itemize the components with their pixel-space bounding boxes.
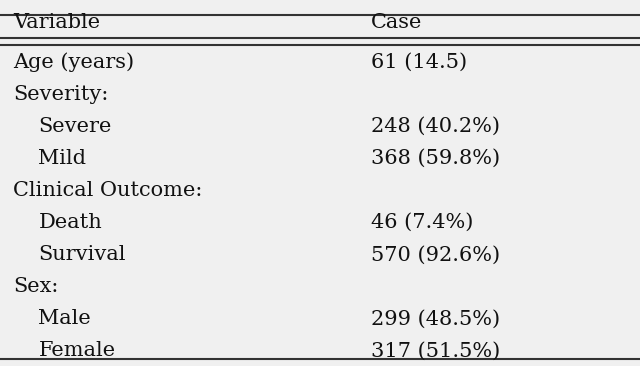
- Text: Case: Case: [371, 14, 422, 32]
- Text: Death: Death: [38, 213, 102, 232]
- Text: Sex:: Sex:: [13, 277, 58, 296]
- Text: 570 (92.6%): 570 (92.6%): [371, 245, 500, 264]
- Text: Severe: Severe: [38, 117, 112, 136]
- Text: Severity:: Severity:: [13, 85, 108, 104]
- Text: Male: Male: [38, 309, 91, 328]
- Text: 299 (48.5%): 299 (48.5%): [371, 309, 500, 328]
- Text: 317 (51.5%): 317 (51.5%): [371, 341, 500, 361]
- Text: 61 (14.5): 61 (14.5): [371, 53, 467, 72]
- Text: Age (years): Age (years): [13, 53, 134, 72]
- Text: Mild: Mild: [38, 149, 86, 168]
- Text: Female: Female: [38, 341, 116, 361]
- Text: 46 (7.4%): 46 (7.4%): [371, 213, 474, 232]
- Text: Survival: Survival: [38, 245, 126, 264]
- Text: 368 (59.8%): 368 (59.8%): [371, 149, 500, 168]
- Text: 248 (40.2%): 248 (40.2%): [371, 117, 500, 136]
- Text: Clinical Outcome:: Clinical Outcome:: [13, 181, 202, 200]
- Text: Variable: Variable: [13, 14, 100, 32]
